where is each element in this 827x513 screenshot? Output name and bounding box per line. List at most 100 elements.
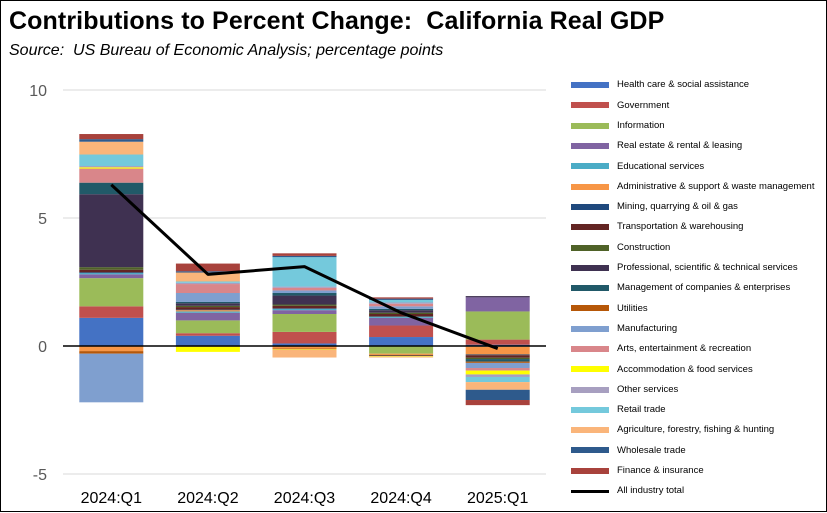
legend-swatch	[571, 264, 609, 271]
bar-segment	[79, 139, 144, 142]
bar-segment	[79, 351, 144, 354]
legend-item: Manufacturing	[571, 319, 823, 339]
bar-segment	[272, 310, 337, 314]
bar-segment	[465, 357, 530, 360]
bar-segment	[79, 267, 144, 270]
legend-swatch	[571, 406, 609, 413]
legend-swatch	[571, 224, 609, 231]
bar-segment	[79, 166, 144, 168]
bar-segment	[369, 314, 434, 317]
legend-item: Agriculture, forestry, fishing & hunting	[571, 420, 823, 440]
bar-segment	[369, 302, 434, 304]
bar-segment	[369, 356, 434, 358]
bar-segment	[272, 293, 337, 296]
bar-segment	[369, 297, 434, 299]
bar-segment	[175, 309, 240, 311]
y-tick-label: 10	[29, 83, 47, 100]
bar-segment	[79, 274, 144, 279]
bar-segment	[272, 295, 337, 305]
bar-segment	[465, 400, 530, 406]
bar-segment	[79, 353, 144, 403]
x-tick-label: 2024:Q3	[274, 490, 335, 507]
bar-segment	[175, 333, 240, 336]
legend-label: Professional, scientific & technical ser…	[617, 262, 798, 274]
bar-segment	[175, 271, 240, 273]
legend-swatch	[571, 163, 609, 170]
legend-label: Retail trade	[617, 404, 666, 416]
bar-segment	[465, 359, 530, 362]
bars	[79, 134, 530, 406]
bar-segment	[272, 349, 337, 358]
bar-segment	[79, 154, 144, 167]
bar-segment	[79, 346, 144, 352]
bar-segment	[272, 308, 337, 309]
bar-segment	[175, 293, 240, 302]
legend-label: Wholesale trade	[617, 444, 686, 456]
bar-segment	[175, 311, 240, 313]
legend-swatch	[571, 467, 609, 474]
legend-label: Transportation & warehousing	[617, 221, 744, 233]
bar-segment	[369, 308, 434, 311]
legend-item: Arts, entertainment & recreation	[571, 339, 823, 359]
legend-swatch	[571, 285, 609, 292]
bar-segment	[272, 287, 337, 291]
legend-item: Wholesale trade	[571, 440, 823, 460]
bar-segment	[79, 278, 144, 307]
bar-segment	[465, 297, 530, 312]
legend-item: Finance & insurance	[571, 461, 823, 481]
bar-segment	[175, 305, 240, 308]
legend-item: Transportation & warehousing	[571, 217, 823, 237]
bar-segment	[369, 356, 434, 357]
bar-segment	[369, 325, 434, 338]
bar-segment	[369, 354, 434, 356]
total-line	[110, 183, 499, 350]
bar-segment	[465, 296, 530, 298]
legend-swatch	[571, 366, 609, 373]
legend-label: Health care & social assistance	[617, 79, 750, 91]
legend-line-swatch	[571, 489, 609, 493]
bar-segment	[272, 286, 337, 288]
bar-segment	[272, 349, 337, 350]
x-tick-label: 2024:Q4	[370, 490, 431, 507]
bar-segment	[465, 374, 530, 377]
legend: Health care & social assistance Governmen…	[571, 75, 823, 501]
bar-segment	[369, 337, 434, 346]
legend-swatch	[571, 447, 609, 454]
bar-segment	[79, 141, 144, 155]
legend-swatch	[571, 203, 609, 210]
legend-swatch	[571, 325, 609, 332]
legend-item: Real estate & rental & leasing	[571, 136, 823, 156]
legend-item: Accommodation & food services	[571, 359, 823, 379]
legend-swatch	[571, 346, 609, 352]
legend-swatch	[571, 305, 609, 312]
bar-segment	[79, 182, 144, 195]
legend-swatch	[571, 82, 609, 89]
legend-label: All industry total	[617, 485, 685, 497]
legend-swatch	[571, 143, 609, 150]
legend-label: Information	[617, 119, 665, 131]
legend-label: Educational services	[617, 160, 705, 172]
bar-segment	[369, 298, 434, 300]
bar-segment	[369, 353, 434, 355]
bar-segment	[175, 310, 240, 312]
chart-title: Contributions to Percent Change: Califor…	[9, 7, 665, 35]
gridlines	[63, 89, 546, 475]
bar-segment	[79, 168, 144, 183]
bar-segment	[272, 348, 337, 350]
legend-label: Mining, quarrying & oil & gas	[617, 201, 738, 213]
bar-segment	[369, 317, 434, 326]
bar-segment	[175, 263, 240, 272]
bar-segment	[175, 303, 240, 306]
bar-segment	[175, 307, 240, 310]
bar-segment	[465, 368, 530, 371]
legend-item: Health care & social assistance	[571, 75, 823, 95]
legend-label: Utilities	[617, 302, 648, 314]
bar-segment	[175, 320, 240, 334]
bar-segment	[369, 303, 434, 307]
legend-item: Retail trade	[571, 400, 823, 420]
bar-segment	[79, 167, 144, 169]
x-tick-label: 2025:Q1	[467, 490, 528, 507]
bar-segment	[369, 355, 434, 357]
legend-item: Mining, quarrying & oil & gas	[571, 197, 823, 217]
legend-item: Educational services	[571, 156, 823, 176]
